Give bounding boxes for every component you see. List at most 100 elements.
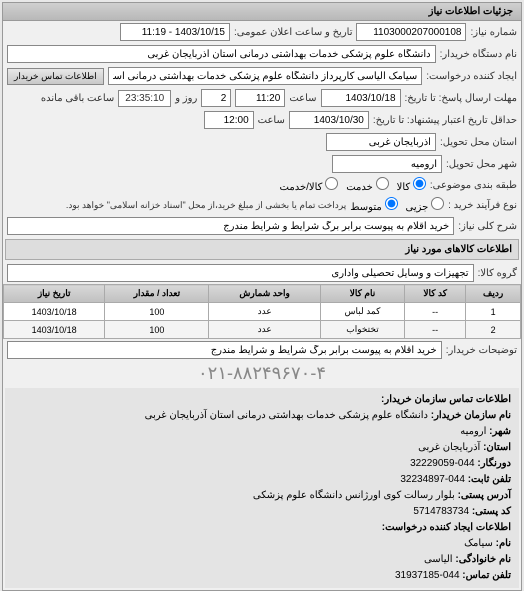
row-delivery: حداقل تاریخ اعتبار پیشنهاد: تا تاریخ: سا… (3, 109, 521, 131)
cat-both-label: کالا/خدمت (280, 182, 323, 193)
cat-both-radio[interactable] (325, 177, 338, 190)
buyer-notes-input[interactable] (7, 341, 442, 359)
table-cell: عدد (209, 321, 320, 339)
table-cell: 100 (105, 303, 209, 321)
row-category: طبقه بندی موضوعی: کالا خدمت کالا/خدمت (3, 175, 521, 195)
time-label-1: ساعت (289, 93, 316, 104)
table-header-row: ردیف کد کالا نام کالا واحد شمارش تعداد /… (4, 285, 521, 303)
proc-medium-label: متوسط (350, 202, 381, 213)
c-fax: 044-32229059 (410, 458, 475, 469)
th-unit: واحد شمارش (209, 285, 320, 303)
goods-section-title: اطلاعات کالاهای مورد نیاز (5, 239, 519, 260)
city-input[interactable] (332, 155, 442, 173)
province-label: استان محل تحویل: (440, 137, 517, 148)
deadline-date-input[interactable] (321, 89, 401, 107)
days-input[interactable] (201, 89, 231, 107)
number-label: شماره نیاز: (470, 27, 517, 38)
requester-input[interactable] (108, 67, 423, 85)
province-input[interactable] (326, 133, 436, 151)
table-cell: 1403/10/18 (4, 303, 105, 321)
th-qty: تعداد / مقدار (105, 285, 209, 303)
cat-goods-option[interactable]: کالا (397, 177, 426, 193)
category-label: طبقه بندی موضوعی: (430, 180, 517, 191)
row-buyer-notes: توضیحات خریدار: (3, 339, 521, 361)
row-desc: شرح کلی نیاز: (3, 215, 521, 237)
proc-partial-option[interactable]: جزیی (406, 197, 445, 213)
time-label-2: ساعت (258, 115, 285, 126)
row-process: نوع فرآیند خرید : جزیی متوسط پرداخت تمام… (3, 195, 521, 215)
th-row: ردیف (466, 285, 521, 303)
proc-partial-radio[interactable] (431, 197, 444, 210)
city-label: شهر محل تحویل: (446, 159, 517, 170)
table-row: 2--تختخوابعدد1001403/10/18 (4, 321, 521, 339)
row-number: شماره نیاز: تاریخ و ساعت اعلان عمومی: (3, 21, 521, 43)
row-deadline: مهلت ارسال پاسخ: تا تاریخ: ساعت روز و 23… (3, 87, 521, 109)
table-cell: 100 (105, 321, 209, 339)
large-phone-display: ۰۲۱-۸۸۲۴۹۶۷۰-۴ (3, 361, 521, 386)
c-postal: 5714783734 (413, 506, 469, 517)
table-cell: -- (405, 303, 466, 321)
delivery-time-input[interactable] (204, 111, 254, 129)
c-city: ارومیه (460, 426, 486, 437)
process-radios: جزیی متوسط (350, 197, 444, 213)
contact-button[interactable]: اطلاعات تماس خریدار (7, 68, 104, 85)
th-date: تاریخ نیاز (4, 285, 105, 303)
c-org-label: نام سازمان خریدار: (431, 410, 511, 421)
requester-label: ایجاد کننده درخواست: (426, 71, 517, 82)
c-address: بلوار رسالت کوی اورژانس دانشگاه علوم پزش… (253, 490, 455, 501)
category-radios: کالا خدمت کالا/خدمت (280, 177, 426, 193)
c-post: 044-32234897 (400, 474, 465, 485)
c-city-label: شهر: (489, 426, 511, 437)
announce-label: تاریخ و ساعت اعلان عمومی: (234, 27, 353, 38)
delivery-date-input[interactable] (289, 111, 369, 129)
c-province-label: استان: (483, 442, 511, 453)
cat-both-option[interactable]: کالا/خدمت (280, 177, 339, 193)
org-input[interactable] (7, 45, 436, 63)
group-label: گروه کالا: (478, 268, 517, 279)
c-fax-label: دورنگار: (477, 458, 511, 469)
c-name-label: نام: (496, 538, 511, 549)
table-cell: 2 (466, 321, 521, 339)
process-label: نوع فرآیند خرید : (448, 200, 517, 211)
table-cell: کمد لباس (320, 303, 404, 321)
cat-service-radio[interactable] (376, 177, 389, 190)
c-address-label: آدرس پستی: (458, 490, 511, 501)
cat-service-option[interactable]: خدمت (346, 177, 388, 193)
deadline-time-input[interactable] (235, 89, 285, 107)
table-cell: تختخواب (320, 321, 404, 339)
creator-title: اطلاعات ایجاد کننده درخواست: (382, 522, 511, 533)
buyer-notes-label: توضیحات خریدار: (446, 345, 517, 356)
c-province: آذربایجان غربی (418, 442, 480, 453)
proc-partial-label: جزیی (406, 202, 429, 213)
contact-info-block: اطلاعات تماس سازمان خریدار: نام سازمان خ… (5, 388, 519, 588)
c-post-label: تلفن ثابت: (468, 474, 511, 485)
delivery-label: حداقل تاریخ اعتبار پیشنهاد: تا تاریخ: (373, 115, 517, 126)
row-province: استان محل تحویل: (3, 131, 521, 153)
row-org: نام دستگاه خریدار: (3, 43, 521, 65)
c-org: دانشگاه علوم پزشکی خدمات بهداشتی درمانی … (145, 410, 428, 421)
timer-display: 23:35:10 (118, 90, 171, 107)
announce-input[interactable] (120, 23, 230, 41)
th-name: نام کالا (320, 285, 404, 303)
proc-medium-option[interactable]: متوسط (350, 197, 397, 213)
cat-goods-radio[interactable] (413, 177, 426, 190)
days-label: روز و (175, 93, 197, 104)
table-cell: 1 (466, 303, 521, 321)
c-lastname-label: نام خانوادگی: (455, 554, 511, 565)
table-row: 1--کمد لباسعدد1001403/10/18 (4, 303, 521, 321)
desc-input[interactable] (7, 217, 454, 235)
c-postal-label: کد پستی: (472, 506, 511, 517)
cat-service-label: خدمت (346, 182, 373, 193)
th-code: کد کالا (405, 285, 466, 303)
c-name: سیامک (464, 538, 493, 549)
row-city: شهر محل تحویل: (3, 153, 521, 175)
desc-label: شرح کلی نیاز: (458, 221, 517, 232)
table-cell: 1403/10/18 (4, 321, 105, 339)
row-requester: ایجاد کننده درخواست: اطلاعات تماس خریدار (3, 65, 521, 87)
contact-title: اطلاعات تماس سازمان خریدار: (381, 394, 511, 405)
number-input[interactable] (356, 23, 466, 41)
proc-note: پرداخت تمام یا بخشی از مبلغ خرید،از محل … (66, 200, 346, 211)
main-panel: جزئیات اطلاعات نیاز شماره نیاز: تاریخ و … (2, 2, 522, 591)
group-input[interactable] (7, 264, 474, 282)
proc-medium-radio[interactable] (385, 197, 398, 210)
